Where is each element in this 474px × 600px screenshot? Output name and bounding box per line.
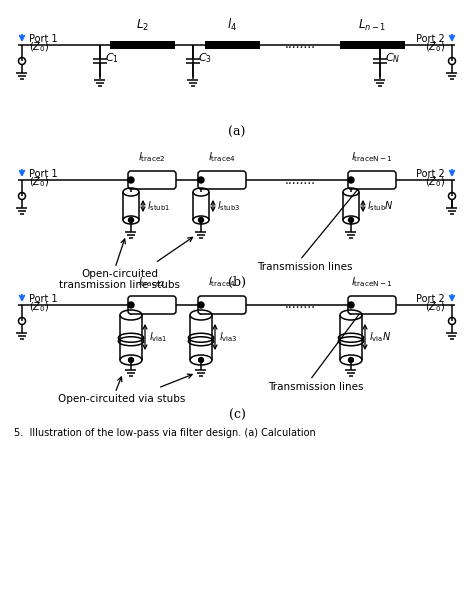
Text: Open-circuited: Open-circuited <box>82 269 158 279</box>
Text: (b): (b) <box>228 275 246 289</box>
Circle shape <box>348 302 354 308</box>
Text: 5.  Illustration of the low-pass via filter design. (a) Calculation: 5. Illustration of the low-pass via filt… <box>14 428 316 438</box>
Text: $L_{n-1}$: $L_{n-1}$ <box>358 18 387 33</box>
Bar <box>110 41 175 49</box>
Text: $l_{\rm via1}$: $l_{\rm via1}$ <box>149 330 167 344</box>
Text: $(Z_0)$: $(Z_0)$ <box>29 40 49 54</box>
Circle shape <box>198 302 204 308</box>
Circle shape <box>128 302 134 308</box>
FancyBboxPatch shape <box>128 296 176 314</box>
Text: $(Z_0)$: $(Z_0)$ <box>29 175 49 189</box>
Text: Transmission lines: Transmission lines <box>268 382 364 392</box>
FancyBboxPatch shape <box>128 171 176 189</box>
Text: (a): (a) <box>228 125 246 139</box>
FancyBboxPatch shape <box>198 296 246 314</box>
Bar <box>205 41 260 49</box>
Text: $l_{\rm trace2}$: $l_{\rm trace2}$ <box>138 275 166 289</box>
Circle shape <box>128 358 134 362</box>
Text: $l_{\rm trace2}$: $l_{\rm trace2}$ <box>138 150 166 164</box>
Circle shape <box>348 217 354 223</box>
Text: $l_{\rm traceN-1}$: $l_{\rm traceN-1}$ <box>351 275 393 289</box>
Text: $(Z_0)$: $(Z_0)$ <box>29 300 49 314</box>
Text: Transmission lines: Transmission lines <box>257 262 353 272</box>
Circle shape <box>128 177 134 183</box>
Circle shape <box>348 358 354 362</box>
FancyBboxPatch shape <box>348 296 396 314</box>
Text: Port 1: Port 1 <box>29 34 58 44</box>
Circle shape <box>199 217 203 223</box>
Circle shape <box>198 177 204 183</box>
Text: $l_{\rm traceN-1}$: $l_{\rm traceN-1}$ <box>351 150 393 164</box>
Text: $l_{\rm trace4}$: $l_{\rm trace4}$ <box>208 275 236 289</box>
Text: Open-circuited via stubs: Open-circuited via stubs <box>58 394 186 404</box>
Text: Port 1: Port 1 <box>29 294 58 304</box>
Text: Port 2: Port 2 <box>416 294 445 304</box>
Text: Port 2: Port 2 <box>416 34 445 44</box>
Text: $l_{\rm via}N$: $l_{\rm via}N$ <box>369 330 391 344</box>
Text: $l_{\rm via3}$: $l_{\rm via3}$ <box>219 330 237 344</box>
Text: $C_N$: $C_N$ <box>385 51 401 65</box>
Bar <box>340 41 405 49</box>
Text: $L_2$: $L_2$ <box>136 18 149 33</box>
Text: transmission line stubs: transmission line stubs <box>60 280 181 290</box>
Text: $l_{\rm stub3}$: $l_{\rm stub3}$ <box>217 199 240 213</box>
Circle shape <box>199 358 203 362</box>
Text: $l_{\rm stub}N$: $l_{\rm stub}N$ <box>367 199 394 213</box>
Text: $C_1$: $C_1$ <box>105 51 119 65</box>
Text: $l_{\rm stub1}$: $l_{\rm stub1}$ <box>147 199 170 213</box>
Text: ........: ........ <box>284 38 316 52</box>
Text: $(Z_0)$: $(Z_0)$ <box>425 300 445 314</box>
Text: ........: ........ <box>284 173 316 187</box>
Text: $l_4$: $l_4$ <box>228 17 237 33</box>
Text: $(Z_0)$: $(Z_0)$ <box>425 40 445 54</box>
FancyBboxPatch shape <box>198 171 246 189</box>
Circle shape <box>348 177 354 183</box>
Circle shape <box>128 217 134 223</box>
Text: Port 2: Port 2 <box>416 169 445 179</box>
Text: $(Z_0)$: $(Z_0)$ <box>425 175 445 189</box>
Text: (c): (c) <box>228 409 246 421</box>
Text: $C_3$: $C_3$ <box>198 51 212 65</box>
Text: Port 1: Port 1 <box>29 169 58 179</box>
FancyBboxPatch shape <box>348 171 396 189</box>
Text: ........: ........ <box>284 298 316 311</box>
Text: $l_{\rm trace4}$: $l_{\rm trace4}$ <box>208 150 236 164</box>
